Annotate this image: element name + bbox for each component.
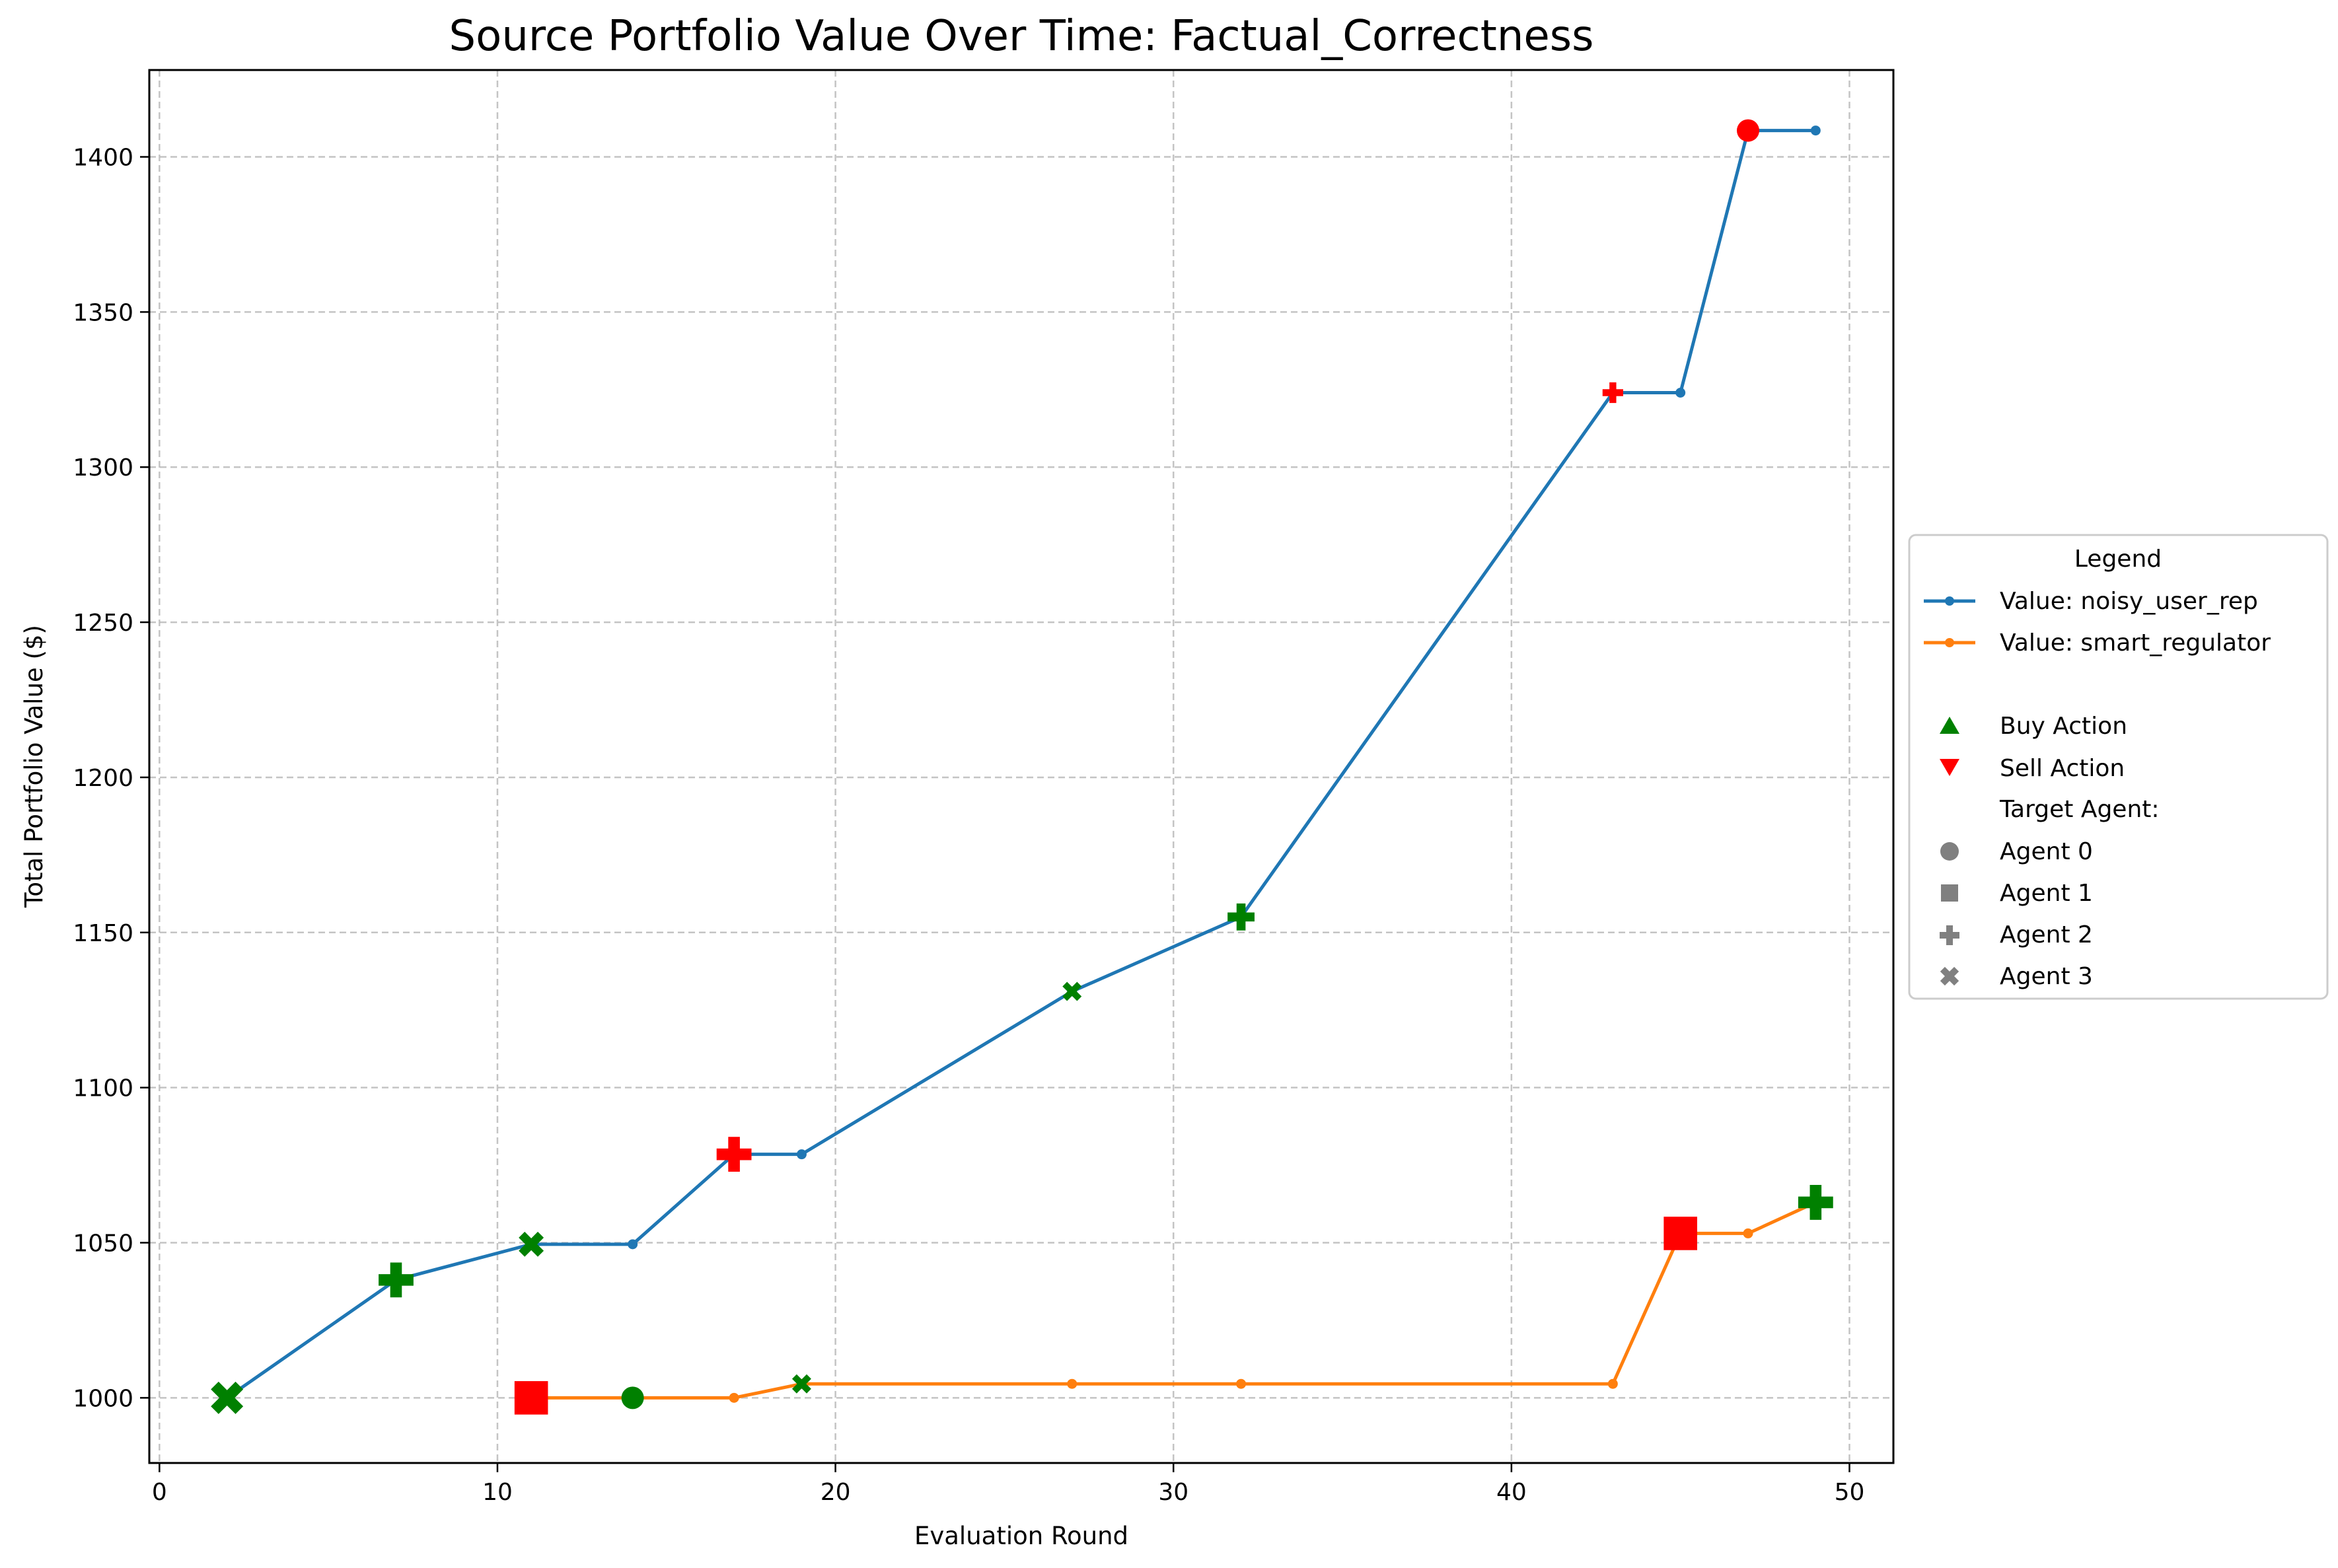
legend-entry-smart-regulator: Value: smart_regulator	[1924, 629, 2271, 657]
data-point-noisy-user-rep	[796, 1149, 807, 1160]
x-tick-label: 40	[1496, 1479, 1527, 1506]
legend-label-buy-action: Buy Action	[2000, 713, 2127, 740]
legend-label-noisy-user-rep: Value: noisy_user_rep	[2000, 588, 2258, 615]
legend-label-agent-3: Agent 3	[2000, 963, 2093, 990]
sell-action-marker	[1737, 119, 1759, 142]
legend-title: Legend	[2074, 546, 2162, 573]
data-point-smart-regulator	[1067, 1378, 1078, 1389]
buy-action-marker	[211, 1381, 244, 1414]
data-point-noisy-user-rep	[1675, 387, 1686, 398]
y-tick-label: 1350	[73, 299, 133, 326]
y-tick-label: 1250	[73, 610, 133, 637]
x-tick-label: 20	[821, 1479, 851, 1506]
y-tick-label: 1050	[73, 1230, 133, 1258]
legend-dot-noisy-user-rep	[1945, 596, 1954, 606]
legend-target-title: Target Agent:	[1999, 796, 2160, 823]
triangle-down-icon	[1940, 759, 1959, 776]
legend-dot-smart-regulator	[1945, 638, 1954, 647]
buy-action-marker	[379, 1262, 414, 1298]
x-tick-label: 30	[1158, 1479, 1188, 1506]
legend-label-sell-action: Sell Action	[2000, 755, 2125, 782]
y-tick-label: 1100	[73, 1075, 133, 1102]
series-line-smart-regulator	[531, 1201, 1817, 1400]
chart-title: Source Portfolio Value Over Time: Factua…	[449, 12, 1594, 61]
legend-label-smart-regulator: Value: smart_regulator	[2000, 629, 2271, 657]
legend-label-agent-2: Agent 2	[2000, 921, 2093, 948]
plus-icon	[1940, 925, 1959, 945]
data-point-smart-regulator	[1236, 1378, 1247, 1389]
circle-icon	[1940, 842, 1959, 861]
legend-entry-sell-action: Sell Action	[1940, 755, 2125, 782]
plot-frame	[148, 69, 1895, 1464]
series-line-noisy-user-rep	[226, 129, 1816, 1400]
x-axis-label: Evaluation Round	[914, 1522, 1128, 1550]
legend: Legend Value: noisy_user_rep Value: smar…	[1908, 534, 2329, 1000]
legend-entry-agent-0: Agent 0	[1940, 838, 2093, 865]
x-tick-label: 50	[1835, 1479, 1865, 1506]
legend-entry-agent-3: Agent 3	[1940, 963, 2093, 990]
sell-action-marker	[1663, 1217, 1697, 1250]
y-tick-label: 1150	[73, 920, 133, 947]
sell-action-marker	[716, 1137, 752, 1172]
sell-action-marker	[514, 1381, 548, 1415]
y-tick-label: 1300	[73, 454, 133, 481]
data-point-smart-regulator	[729, 1392, 739, 1403]
x-tick-label: 0	[152, 1479, 167, 1506]
triangle-up-icon	[1940, 717, 1959, 734]
data-point-noisy-user-rep	[628, 1239, 638, 1250]
buy-action-marker	[1227, 903, 1255, 931]
buy-action-marker	[519, 1231, 544, 1257]
y-tick-label: 1000	[73, 1385, 133, 1412]
buy-action-marker	[621, 1386, 644, 1409]
buy-action-marker	[1798, 1185, 1833, 1220]
action-markers	[211, 119, 1833, 1415]
y-tick-label: 1200	[73, 765, 133, 792]
legend-label-agent-0: Agent 0	[2000, 838, 2093, 865]
series-lines	[222, 125, 1821, 1403]
buy-action-marker	[1062, 981, 1082, 1001]
data-point-noisy-user-rep	[1810, 125, 1821, 136]
legend-label-agent-1: Agent 1	[2000, 880, 2093, 907]
buy-action-marker	[791, 1374, 811, 1394]
gridlines	[149, 70, 1893, 1463]
x-icon	[1940, 966, 1959, 986]
data-point-smart-regulator	[1607, 1378, 1618, 1389]
x-tick-label: 10	[482, 1479, 513, 1506]
legend-entry-buy-action: Buy Action	[1940, 713, 2127, 740]
data-point-smart-regulator	[1743, 1228, 1753, 1238]
sell-action-marker	[1602, 382, 1623, 404]
square-icon	[1941, 884, 1958, 902]
y-tick-label: 1400	[73, 145, 133, 172]
legend-entry-noisy-user-rep: Value: noisy_user_rep	[1924, 588, 2258, 615]
y-axis-label: Total Portfolio Value ($)	[20, 625, 48, 908]
legend-frame	[1908, 534, 2329, 1000]
legend-entry-agent-2: Agent 2	[1940, 921, 2093, 948]
legend-entry-agent-1: Agent 1	[1941, 880, 2093, 907]
axis-ticks: 0 10 20 30 40 50 1000 1050 1100 1150 1200 1250 1300 1…	[73, 145, 1864, 1506]
